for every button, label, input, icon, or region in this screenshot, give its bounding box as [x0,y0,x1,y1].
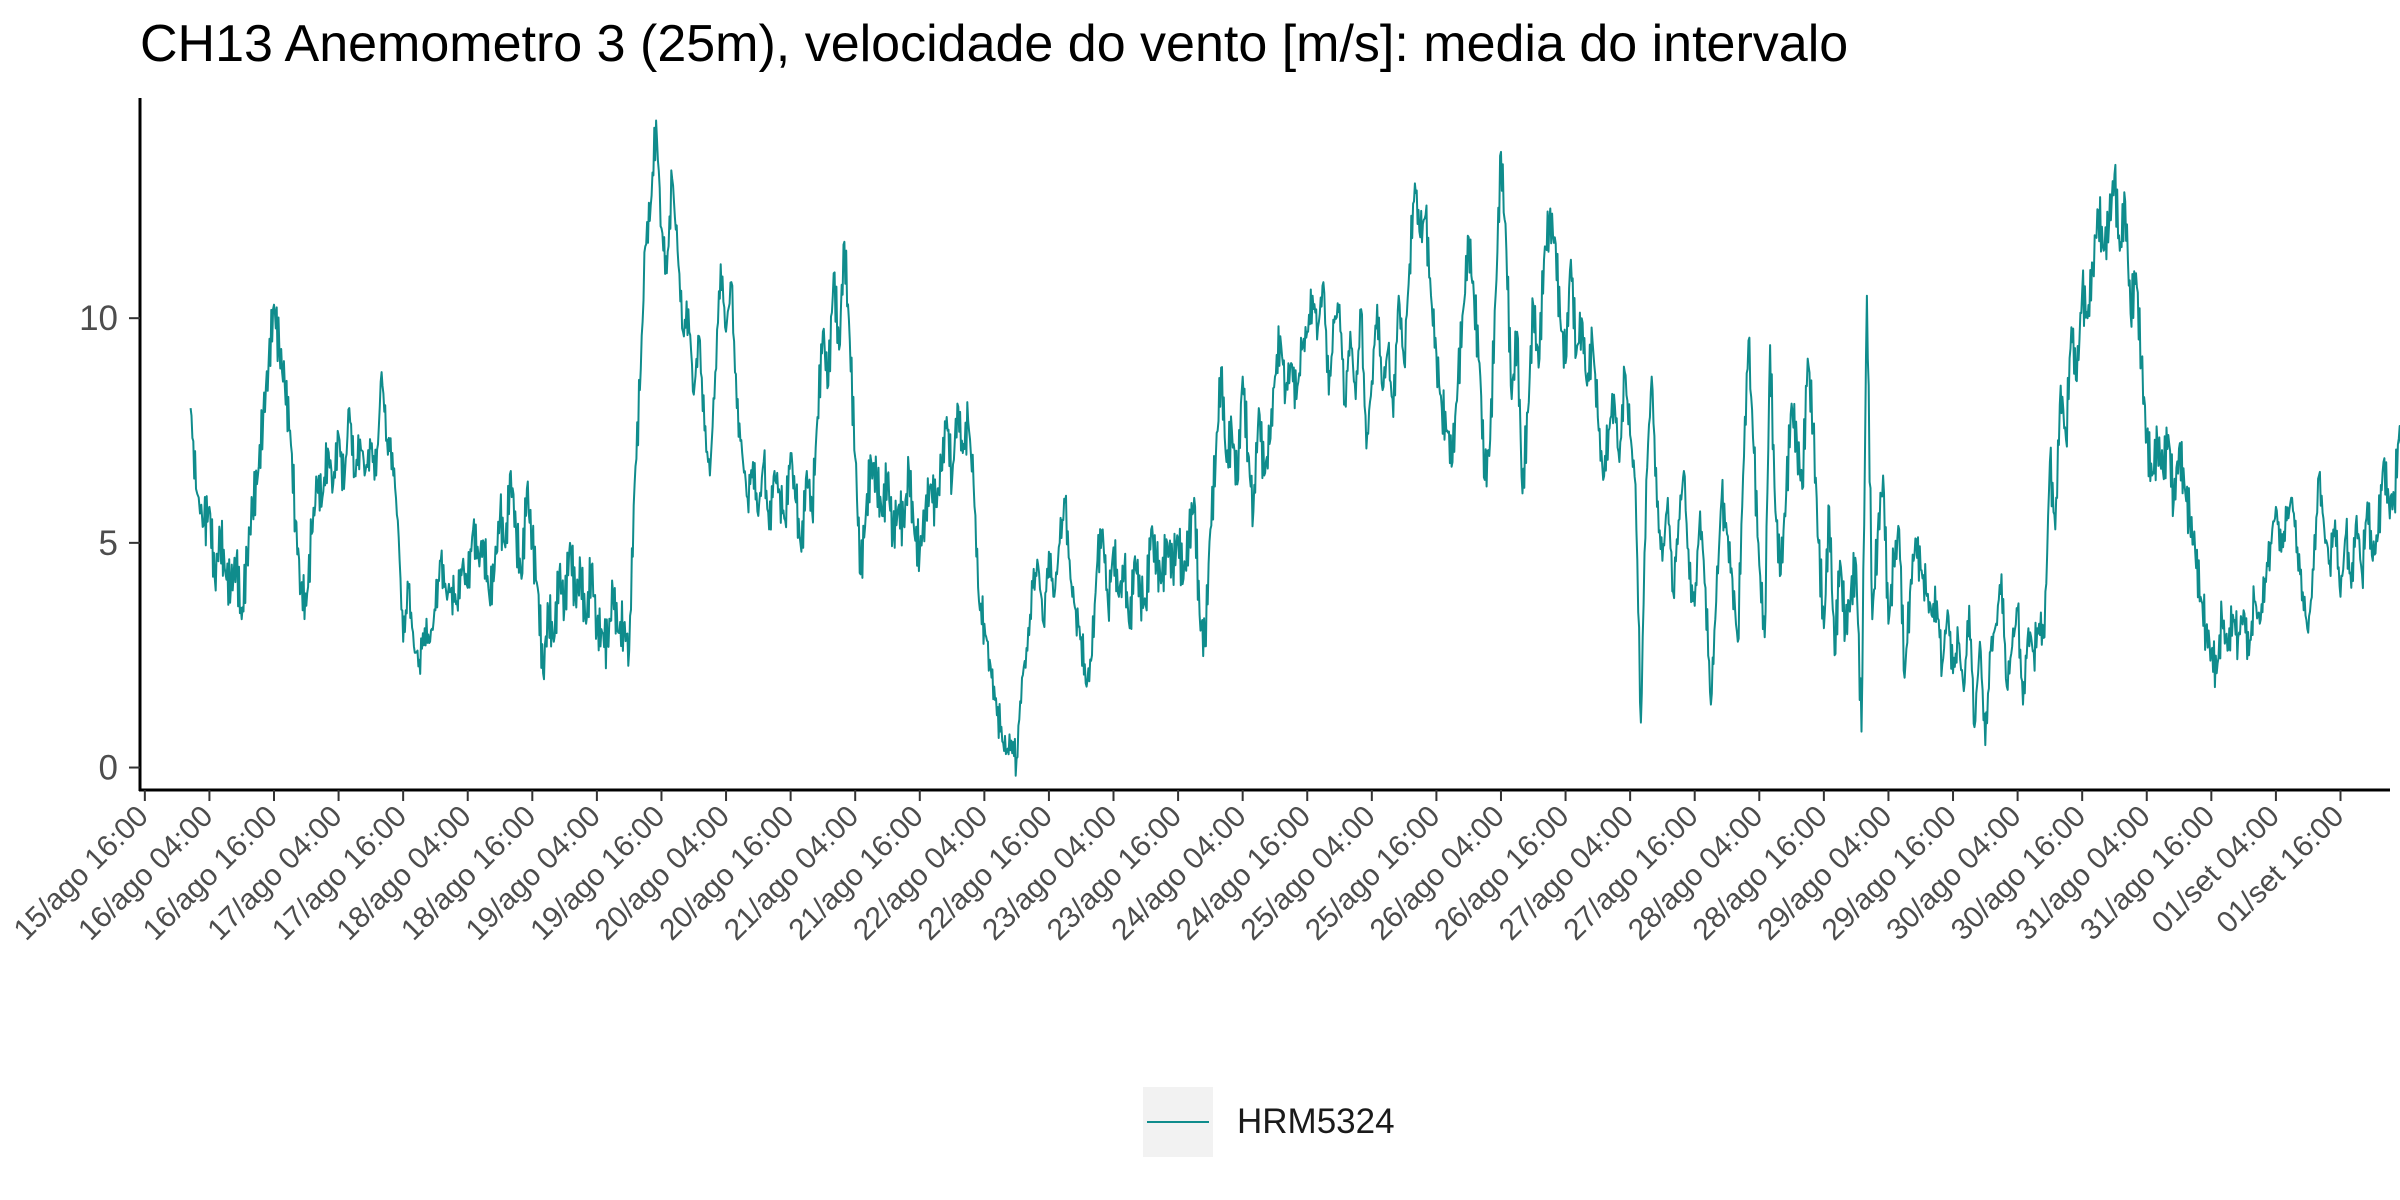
legend-label: HRM5324 [1237,1102,1395,1141]
series-line-hrm5324 [189,119,2400,777]
series-layer [189,119,2400,777]
chart-title: CH13 Anemometro 3 (25m), velocidade do v… [140,15,1849,73]
y-tick-label: 5 [99,524,118,563]
y-axis: 0 5 10 [79,98,142,791]
legend-key [1143,1087,1213,1157]
legend: HRM5324 [1143,1087,1395,1157]
y-tick-label: 0 [99,749,118,788]
legend-key-line [1147,1121,1209,1123]
y-tick-label: 10 [79,299,118,338]
